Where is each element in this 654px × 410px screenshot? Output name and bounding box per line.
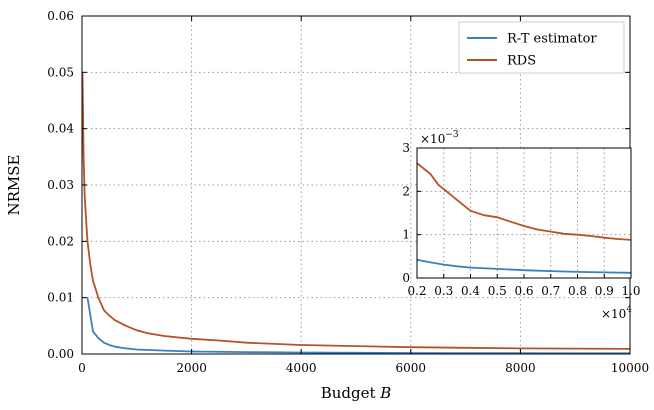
inset-multipliers: ×10−3 ×104 <box>420 130 632 321</box>
inset-x-tick-label: 0.6 <box>514 284 533 298</box>
inset-y-tick-label: 2 <box>402 184 410 198</box>
inset-y-tick-label: 1 <box>402 228 410 242</box>
inset-series <box>416 162 632 274</box>
inset-y-tick-label: 0 <box>402 271 410 285</box>
series-line-0 <box>86 297 630 355</box>
main-axis-ticks: 0 2000 4000 6000 8000 10000 0.00 0.01 0.02 0.03 0.… <box>47 9 649 375</box>
inset-series-line-0 <box>416 258 632 274</box>
x-axis-label: Budget B <box>321 384 392 402</box>
inset-axis-ticks: 0.2 0.3 0.4 0.5 0.6 0.7 0.8 0.9 1.0 0 1 2 3 <box>402 141 640 298</box>
x-tick-label: 8000 <box>505 361 536 375</box>
inset-x-tick-label: 0.8 <box>568 284 587 298</box>
inset-x-multiplier: ×104 <box>601 305 632 321</box>
inset-x-tick-label: 0.4 <box>461 284 480 298</box>
inset-x-tick-label: 0.2 <box>407 284 426 298</box>
inset-x-tick-label: 0.7 <box>541 284 560 298</box>
x-tick-label: 10000 <box>611 361 649 375</box>
inset-x-tick-label: 0.5 <box>488 284 507 298</box>
inset-series-line-1 <box>416 162 632 241</box>
main-series <box>81 72 631 355</box>
legend-entry-label: R-T estimator <box>507 32 597 47</box>
y-tick-label: 0.01 <box>47 291 74 305</box>
inset-y-tick-label: 3 <box>402 141 410 155</box>
x-tick-label: 0 <box>78 361 86 375</box>
x-tick-label: 6000 <box>396 361 427 375</box>
inset-y-multiplier: ×10−3 <box>420 130 459 146</box>
y-axis-label: NRMSE <box>5 154 23 215</box>
inset-x-tick-label: 1.0 <box>621 284 640 298</box>
y-tick-label: 0.00 <box>47 347 74 361</box>
x-tick-label: 2000 <box>176 361 207 375</box>
y-tick-label: 0.03 <box>47 178 74 192</box>
y-tick-label: 0.02 <box>47 234 74 248</box>
legend-entry-label: RDS <box>507 54 536 69</box>
y-tick-label: 0.05 <box>47 65 74 79</box>
y-tick-label: 0.04 <box>47 122 74 136</box>
inset-x-tick-label: 0.3 <box>434 284 453 298</box>
series-line-1 <box>81 72 631 350</box>
y-tick-label: 0.06 <box>47 9 74 23</box>
x-tick-label: 4000 <box>286 361 317 375</box>
legend-box <box>458 21 625 74</box>
inset-x-tick-label: 0.9 <box>595 284 614 298</box>
legend: R-T estimator RDS <box>458 21 625 74</box>
